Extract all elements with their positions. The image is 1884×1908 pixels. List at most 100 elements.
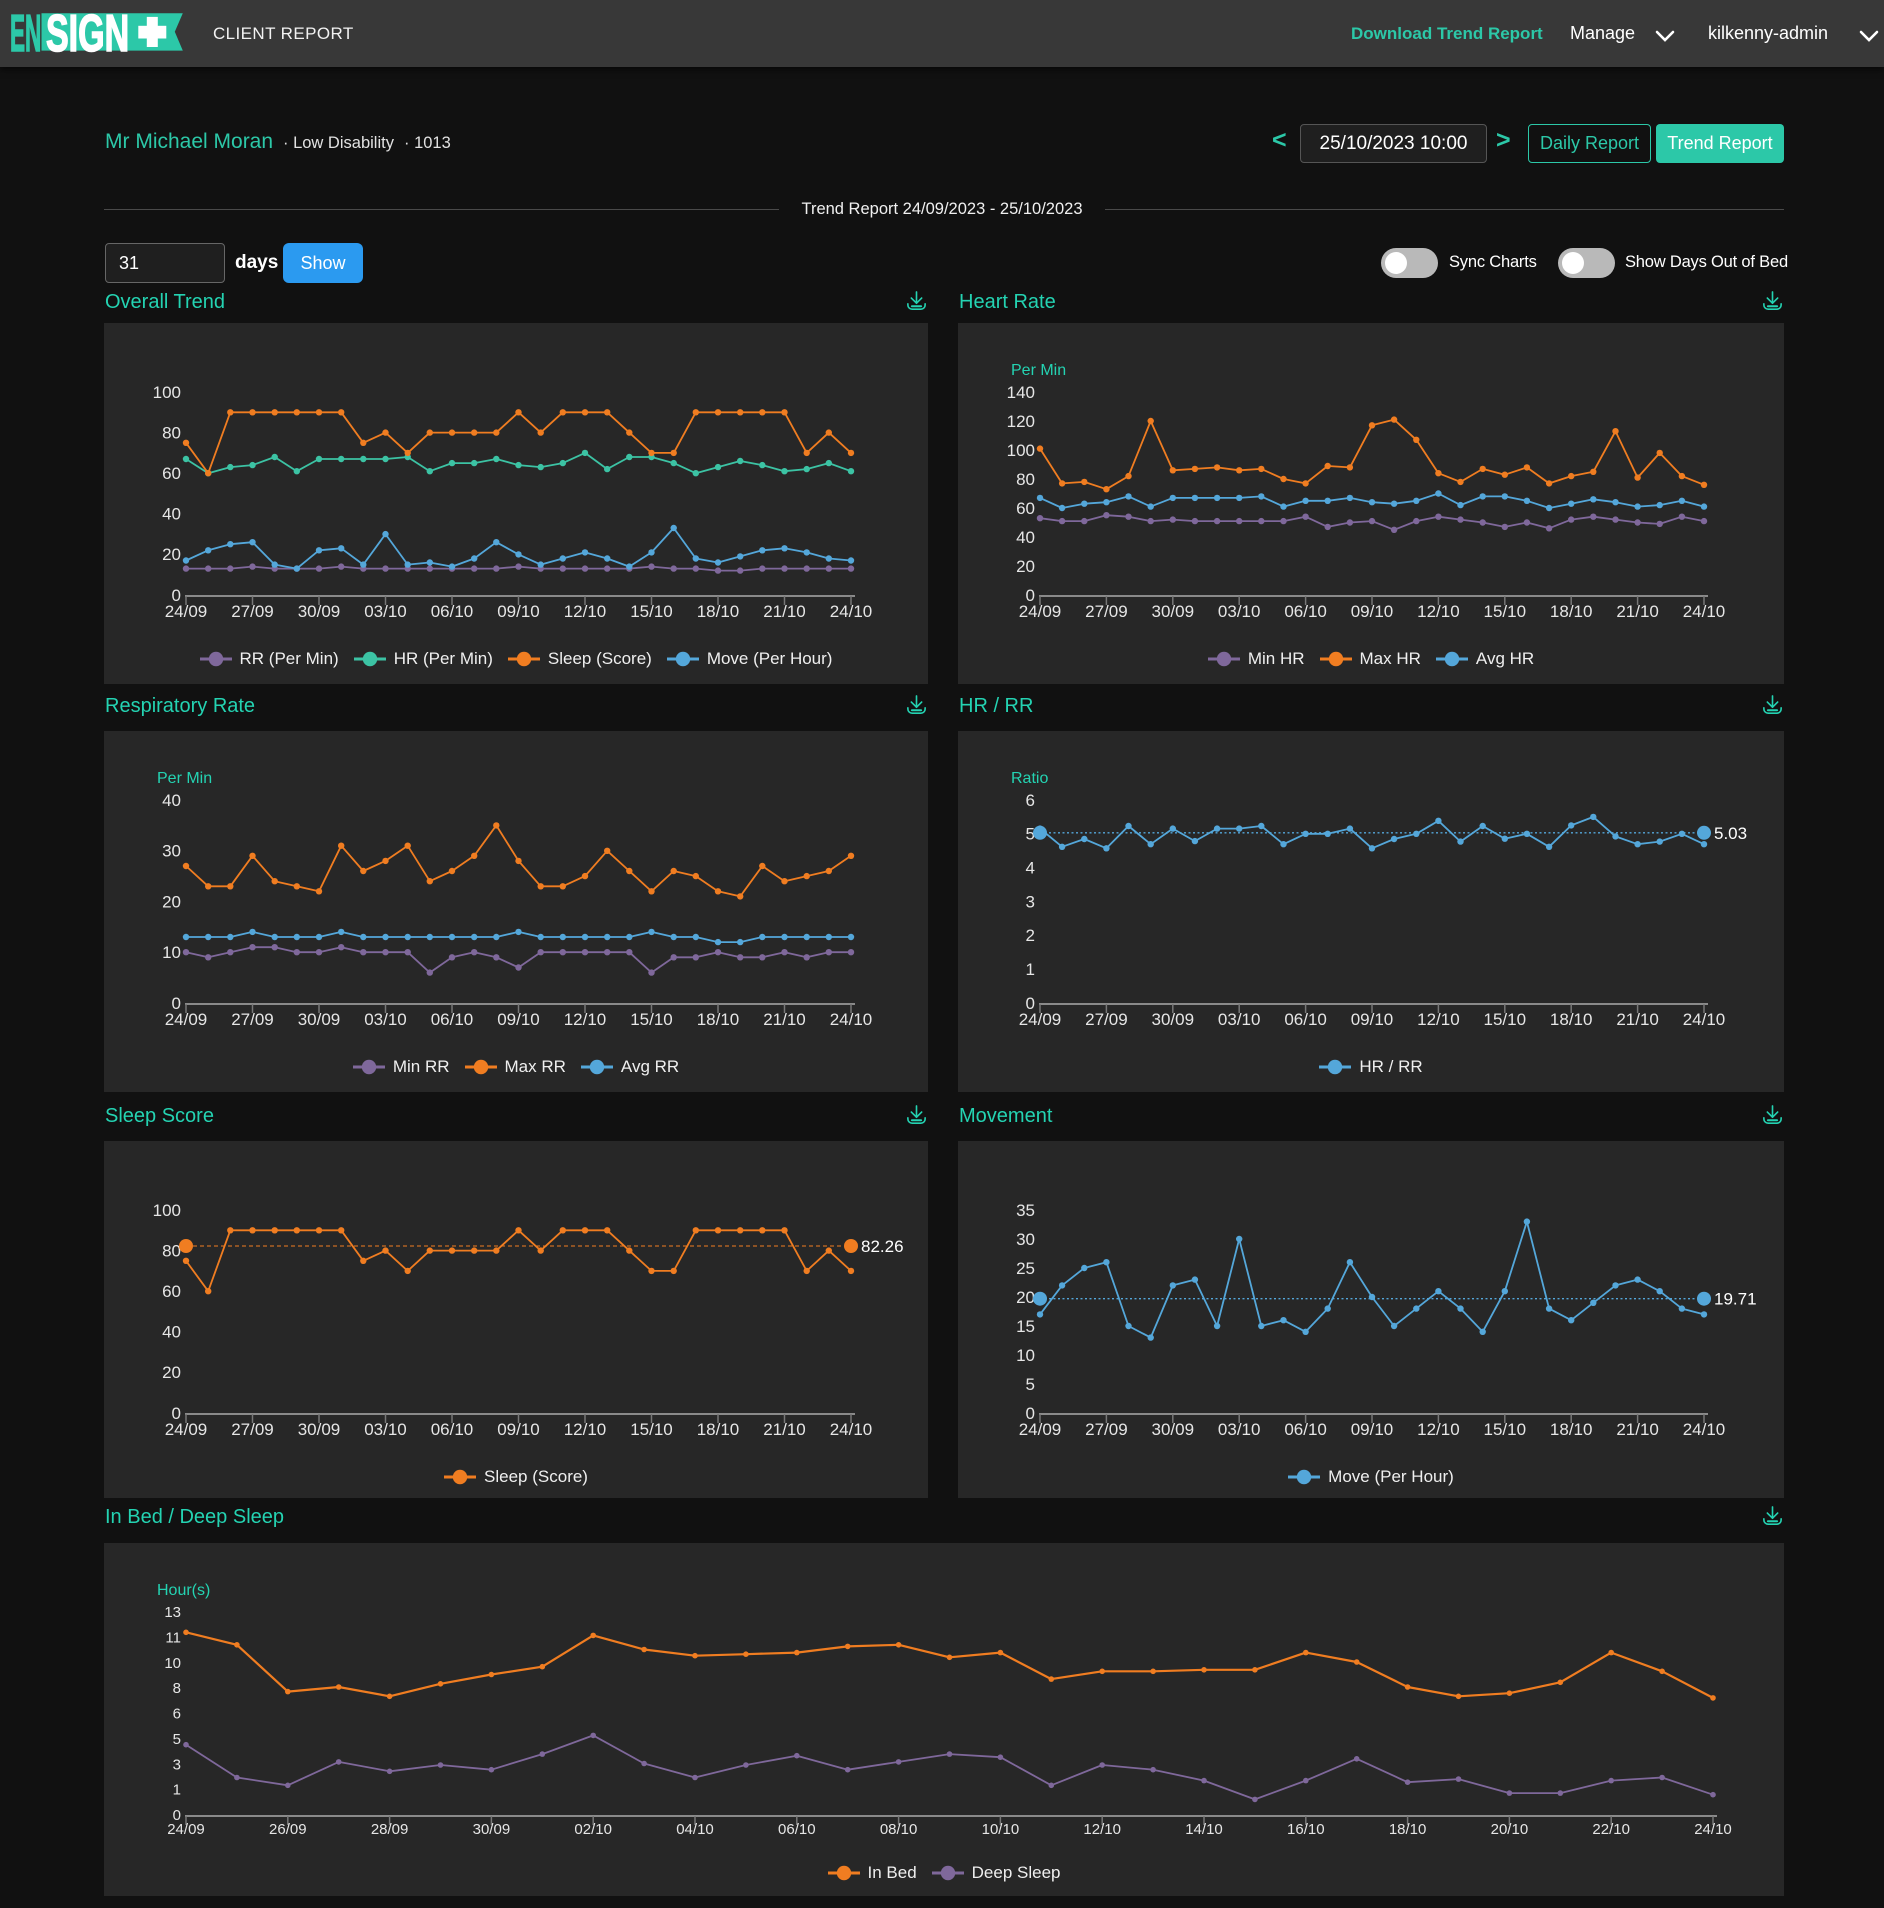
svg-text:12/10: 12/10	[1417, 602, 1460, 621]
svg-text:06/10: 06/10	[1284, 602, 1327, 621]
svg-text:30/09: 30/09	[298, 1010, 341, 1029]
svg-text:06/10: 06/10	[431, 1010, 474, 1029]
svg-text:27/09: 27/09	[231, 1010, 274, 1029]
svg-text:18/10: 18/10	[697, 1010, 740, 1029]
svg-text:60: 60	[162, 464, 181, 483]
svg-text:21/10: 21/10	[763, 602, 806, 621]
svg-text:2: 2	[1026, 926, 1035, 945]
svg-text:18/10: 18/10	[1550, 1420, 1593, 1439]
svg-text:5: 5	[173, 1731, 181, 1748]
svg-text:20: 20	[162, 545, 181, 564]
svg-text:0: 0	[1026, 1404, 1035, 1423]
svg-text:09/10: 09/10	[497, 602, 540, 621]
svg-text:10/10: 10/10	[982, 1821, 1020, 1838]
svg-text:0: 0	[173, 1807, 181, 1824]
svg-text:03/10: 03/10	[1218, 1010, 1261, 1029]
svg-text:24/10: 24/10	[1694, 1821, 1732, 1838]
svg-text:82.26: 82.26	[861, 1237, 904, 1256]
svg-text:0: 0	[1026, 994, 1035, 1013]
svg-text:6: 6	[1026, 791, 1035, 810]
svg-text:15/10: 15/10	[1484, 1010, 1527, 1029]
svg-text:24/09: 24/09	[165, 1010, 208, 1029]
svg-text:5.03: 5.03	[1714, 824, 1747, 843]
svg-text:40: 40	[1016, 528, 1035, 547]
svg-text:24/10: 24/10	[1683, 602, 1726, 621]
svg-text:30/09: 30/09	[1152, 602, 1195, 621]
svg-text:27/09: 27/09	[1085, 1010, 1128, 1029]
svg-text:09/10: 09/10	[1351, 1420, 1394, 1439]
svg-text:22/10: 22/10	[1592, 1821, 1630, 1838]
svg-text:24/09: 24/09	[165, 602, 208, 621]
svg-text:26/09: 26/09	[269, 1821, 307, 1838]
svg-text:28/09: 28/09	[371, 1821, 409, 1838]
svg-text:27/09: 27/09	[1085, 602, 1128, 621]
svg-text:09/10: 09/10	[1351, 1010, 1394, 1029]
svg-text:Ratio: Ratio	[1011, 770, 1048, 787]
svg-text:08/10: 08/10	[880, 1821, 918, 1838]
svg-text:18/10: 18/10	[1550, 602, 1593, 621]
svg-text:20/10: 20/10	[1491, 1821, 1529, 1838]
svg-text:15/10: 15/10	[1484, 602, 1527, 621]
svg-text:16/10: 16/10	[1287, 1821, 1325, 1838]
svg-text:24/10: 24/10	[1683, 1010, 1726, 1029]
svg-text:40: 40	[162, 505, 181, 524]
svg-text:21/10: 21/10	[1616, 1010, 1659, 1029]
svg-text:24/10: 24/10	[830, 602, 873, 621]
svg-text:24/10: 24/10	[1683, 1420, 1726, 1439]
svg-text:12/10: 12/10	[564, 602, 607, 621]
svg-text:10: 10	[164, 1655, 181, 1672]
svg-text:EN: EN	[10, 8, 41, 58]
svg-text:06/10: 06/10	[1284, 1420, 1327, 1439]
svg-text:03/10: 03/10	[1218, 602, 1261, 621]
svg-text:80: 80	[162, 423, 181, 442]
svg-text:15/10: 15/10	[630, 1420, 673, 1439]
svg-text:3: 3	[1026, 892, 1035, 911]
svg-text:12/10: 12/10	[564, 1420, 607, 1439]
svg-text:25: 25	[1016, 1259, 1035, 1278]
svg-text:1: 1	[173, 1782, 181, 1799]
svg-text:10: 10	[1016, 1346, 1035, 1365]
svg-text:18/10: 18/10	[1550, 1010, 1593, 1029]
svg-text:35: 35	[1016, 1201, 1035, 1220]
svg-text:24/10: 24/10	[830, 1010, 873, 1029]
svg-text:80: 80	[162, 1241, 181, 1260]
svg-text:21/10: 21/10	[1616, 1420, 1659, 1439]
svg-text:18/10: 18/10	[697, 1420, 740, 1439]
svg-text:40: 40	[162, 1323, 181, 1342]
svg-text:24/10: 24/10	[830, 1420, 873, 1439]
svg-text:10: 10	[162, 943, 181, 962]
svg-text:14/10: 14/10	[1185, 1821, 1223, 1838]
svg-text:0: 0	[172, 994, 181, 1013]
svg-text:4: 4	[1026, 858, 1035, 877]
svg-text:140: 140	[1007, 383, 1035, 402]
svg-text:20: 20	[1016, 1288, 1035, 1307]
svg-text:06/10: 06/10	[1284, 1010, 1327, 1029]
svg-text:03/10: 03/10	[364, 1010, 407, 1029]
svg-text:5: 5	[1026, 825, 1035, 844]
svg-text:27/09: 27/09	[231, 1420, 274, 1439]
svg-text:60: 60	[162, 1282, 181, 1301]
svg-text:5: 5	[1026, 1375, 1035, 1394]
svg-text:6: 6	[173, 1706, 181, 1723]
svg-text:3: 3	[173, 1756, 181, 1773]
svg-text:03/10: 03/10	[1218, 1420, 1261, 1439]
svg-text:100: 100	[153, 383, 181, 402]
svg-text:02/10: 02/10	[574, 1821, 612, 1838]
svg-text:09/10: 09/10	[497, 1420, 540, 1439]
svg-text:40: 40	[162, 791, 181, 810]
svg-text:0: 0	[172, 1404, 181, 1423]
svg-text:24/09: 24/09	[1019, 1010, 1062, 1029]
svg-text:1: 1	[1026, 960, 1035, 979]
svg-text:24/09: 24/09	[165, 1420, 208, 1439]
svg-text:30/09: 30/09	[298, 602, 341, 621]
svg-text:24/09: 24/09	[1019, 1420, 1062, 1439]
svg-text:06/10: 06/10	[431, 1420, 474, 1439]
svg-text:60: 60	[1016, 499, 1035, 518]
svg-text:30/09: 30/09	[1152, 1420, 1195, 1439]
svg-text:03/10: 03/10	[364, 1420, 407, 1439]
svg-text:18/10: 18/10	[1389, 1821, 1427, 1838]
svg-text:15/10: 15/10	[630, 1010, 673, 1029]
svg-text:100: 100	[153, 1201, 181, 1220]
svg-text:Per Min: Per Min	[157, 770, 212, 787]
svg-text:15/10: 15/10	[630, 602, 673, 621]
